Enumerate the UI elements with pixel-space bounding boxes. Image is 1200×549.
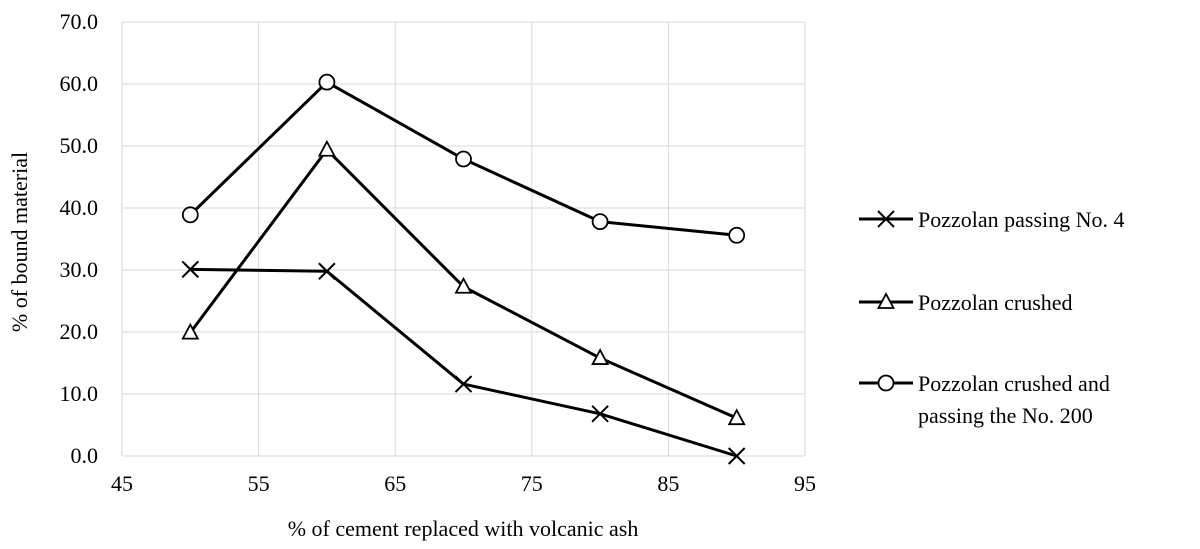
gridlines bbox=[121, 21, 806, 457]
data-point bbox=[181, 260, 200, 279]
series-area bbox=[181, 73, 746, 465]
data-point bbox=[454, 276, 473, 294]
data-point bbox=[181, 322, 200, 340]
data-point bbox=[455, 150, 472, 168]
x-tick-label: 75 bbox=[521, 471, 543, 496]
x-axis-title: % of cement replaced with volcanic ash bbox=[288, 516, 639, 541]
y-tick-label: 10.0 bbox=[60, 381, 99, 406]
data-point bbox=[317, 139, 336, 157]
data-point bbox=[591, 348, 610, 365]
legend-item: Pozzolan crushed bbox=[859, 290, 1073, 315]
legend-item: Pozzolan crushed and passing the No. 200 bbox=[859, 371, 1110, 428]
data-point bbox=[727, 447, 746, 465]
data-point bbox=[591, 213, 609, 231]
y-tick-label: 50.0 bbox=[60, 133, 99, 158]
x-tick-label: 95 bbox=[794, 471, 816, 496]
y-tick-label: 30.0 bbox=[60, 257, 99, 282]
legend-label: Pozzolan crushed bbox=[918, 290, 1073, 315]
series-line bbox=[190, 267, 738, 458]
y-tick-label: 0.0 bbox=[71, 443, 99, 468]
y-axis-title: % of bound material bbox=[7, 152, 32, 332]
legend-marker bbox=[876, 292, 896, 309]
legend-marker bbox=[877, 210, 895, 228]
x-tick-label: 55 bbox=[248, 471, 270, 496]
y-tick-label: 70.0 bbox=[60, 9, 99, 34]
axes: 0.0 10.0 20.0 30.0 40.0 50.0 60.0 70.0 45 55 65 75 8… bbox=[60, 9, 817, 496]
series-3 bbox=[181, 73, 746, 244]
x-tick-label: 65 bbox=[384, 471, 406, 496]
x-tick-label: 45 bbox=[111, 471, 133, 496]
legend-item: Pozzolan passing No. 4 bbox=[859, 207, 1125, 232]
y-tick-label: 40.0 bbox=[60, 195, 99, 220]
x-tick-label: 85 bbox=[657, 471, 679, 496]
legend-marker bbox=[877, 374, 895, 392]
data-point bbox=[318, 73, 336, 91]
legend: Pozzolan passing No. 4 Pozzolan crushed Po… bbox=[859, 207, 1125, 428]
series-1 bbox=[181, 260, 746, 465]
data-point bbox=[454, 375, 473, 393]
data-point bbox=[727, 408, 746, 426]
legend-label: Pozzolan passing No. 4 bbox=[918, 207, 1125, 232]
legend-label: Pozzolan crushed and bbox=[918, 371, 1110, 396]
data-point bbox=[728, 226, 746, 244]
legend-label: passing the No. 200 bbox=[918, 403, 1093, 428]
y-tick-label: 20.0 bbox=[60, 319, 99, 344]
data-point bbox=[318, 262, 336, 280]
data-point bbox=[181, 206, 199, 224]
series-2 bbox=[181, 139, 746, 426]
data-point bbox=[591, 405, 609, 423]
y-tick-label: 60.0 bbox=[60, 71, 99, 96]
